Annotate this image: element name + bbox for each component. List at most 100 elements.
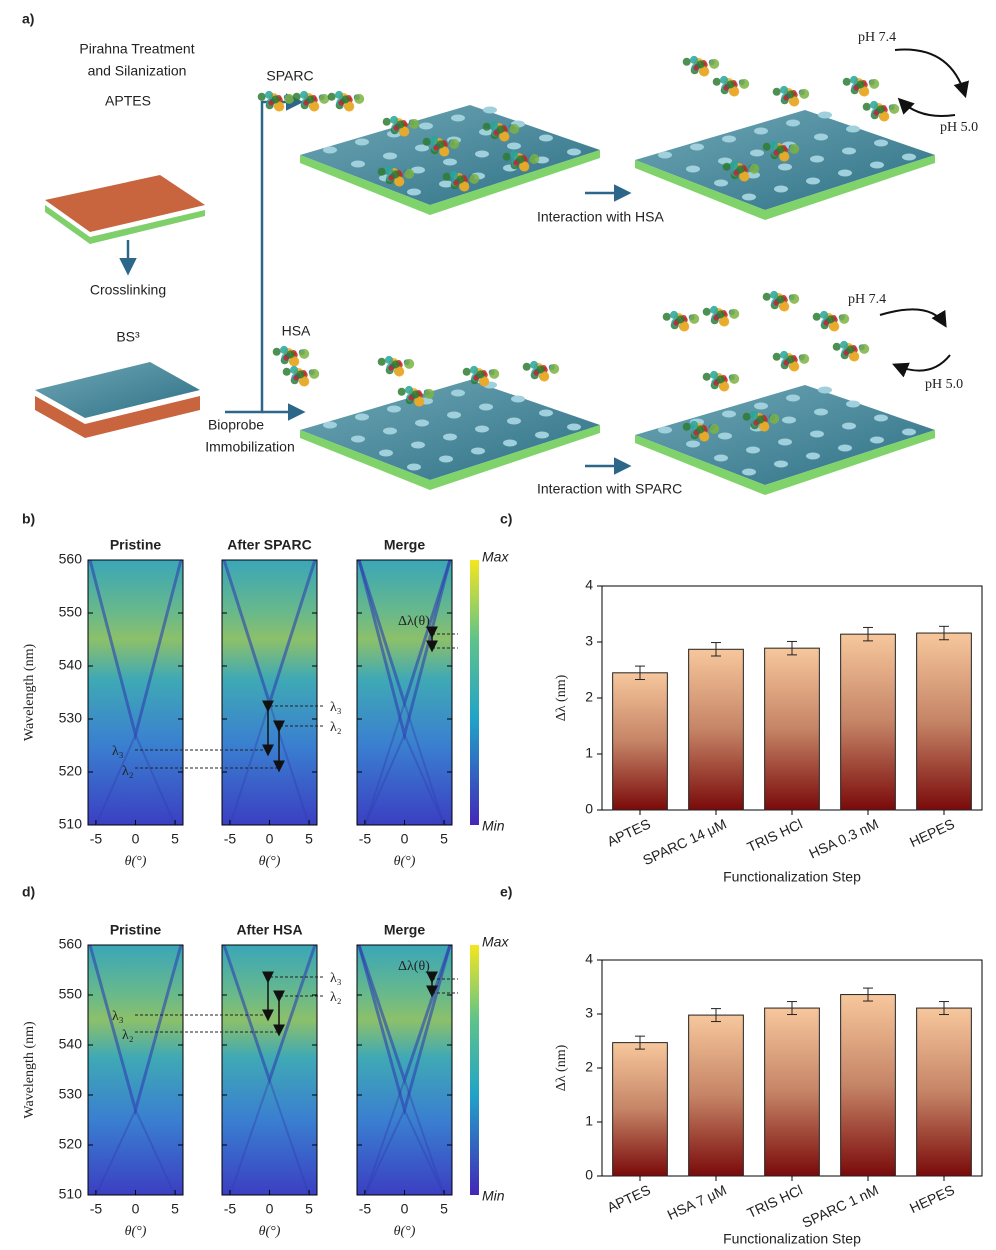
protein xyxy=(799,89,809,99)
protein xyxy=(411,390,419,398)
protein xyxy=(703,308,711,316)
diagram-text: HSA xyxy=(282,323,311,339)
well xyxy=(838,170,852,177)
colorbar-label: Max xyxy=(482,549,509,565)
subplot-title: After SPARC xyxy=(227,537,312,553)
y-tick-label: 540 xyxy=(59,657,83,673)
diagram-text: Interaction with SPARC xyxy=(537,481,682,497)
protein xyxy=(286,350,294,358)
protein xyxy=(306,95,314,103)
protein xyxy=(463,368,471,376)
protein xyxy=(869,79,879,89)
protein xyxy=(799,354,809,364)
annotation: λ₃ xyxy=(112,1009,124,1024)
protein xyxy=(378,168,386,176)
diagram-text: Bioprobe xyxy=(208,417,264,433)
panel-label: e) xyxy=(500,884,512,900)
diagram-text: BS³ xyxy=(116,329,140,345)
protein xyxy=(409,119,419,129)
protein xyxy=(689,314,699,324)
protein xyxy=(404,359,414,369)
well xyxy=(750,150,764,157)
x-tick-label: TRIS HCl xyxy=(744,1182,804,1221)
panel-label: d) xyxy=(22,884,35,900)
plate xyxy=(300,105,600,205)
protein xyxy=(833,343,841,351)
well xyxy=(718,433,732,440)
well xyxy=(471,448,485,455)
protein xyxy=(683,423,691,431)
figure: a)b)c)d)e)Pirahna Treatmentand Silanizat… xyxy=(0,0,996,1250)
bar xyxy=(765,648,820,810)
well xyxy=(814,134,828,141)
protein xyxy=(709,59,719,69)
protein xyxy=(813,313,821,321)
y-tick-label: 550 xyxy=(59,604,83,620)
well xyxy=(778,439,792,446)
protein xyxy=(769,414,779,424)
diagram-text: APTES xyxy=(105,93,151,109)
well xyxy=(419,123,433,130)
protein xyxy=(328,93,336,101)
colorbar-label: Min xyxy=(482,818,505,834)
well xyxy=(754,403,768,410)
protein xyxy=(549,364,559,374)
bar xyxy=(917,633,972,810)
y-tick-label: 2 xyxy=(585,1059,593,1075)
well xyxy=(411,442,425,449)
well xyxy=(686,441,700,448)
heatmap xyxy=(88,560,183,825)
well xyxy=(754,128,768,135)
diagram-text: pH 7.4 xyxy=(858,30,896,45)
well xyxy=(810,156,824,163)
x-tick-label: -5 xyxy=(90,831,103,847)
protein xyxy=(696,425,704,433)
protein xyxy=(436,140,444,148)
protein xyxy=(476,370,484,378)
protein xyxy=(846,345,854,353)
well xyxy=(387,406,401,413)
y-tick-label: 0 xyxy=(585,801,593,817)
protein xyxy=(709,424,719,434)
bar xyxy=(917,1008,972,1176)
annotation: λ₂ xyxy=(122,764,134,779)
x-tick-label: 0 xyxy=(401,831,409,847)
colorbar xyxy=(470,560,479,825)
y-tick-label: 530 xyxy=(59,1086,83,1102)
bar xyxy=(689,649,744,810)
diagram-text: Pirahna Treatment xyxy=(79,41,194,57)
diagram-text: Interaction with HSA xyxy=(537,209,664,225)
x-tick-label: 5 xyxy=(440,1201,448,1217)
well xyxy=(902,429,916,436)
well xyxy=(722,136,736,143)
panel-label: c) xyxy=(500,511,512,527)
well xyxy=(351,161,365,168)
well xyxy=(818,387,832,394)
protein xyxy=(863,103,871,111)
well xyxy=(806,178,820,185)
well xyxy=(842,148,856,155)
y-tick-label: 560 xyxy=(59,551,83,567)
well xyxy=(806,453,820,460)
x-tick-label: -5 xyxy=(90,1201,103,1217)
protein xyxy=(736,165,744,173)
protein xyxy=(423,138,431,146)
protein xyxy=(536,365,544,373)
y-axis-label: Δλ (nm) xyxy=(554,1044,569,1091)
well xyxy=(567,149,581,156)
protein xyxy=(889,104,899,114)
annotation: λ₂ xyxy=(330,720,342,735)
protein xyxy=(723,163,731,171)
well xyxy=(846,401,860,408)
arrow xyxy=(895,50,965,95)
annotation: λ₂ xyxy=(122,1028,134,1043)
y-tick-label: 3 xyxy=(585,633,593,649)
y-tick-label: 510 xyxy=(59,816,83,832)
diagram-text: pH 5.0 xyxy=(940,120,978,135)
well xyxy=(443,159,457,166)
annotation: Δλ(θ) xyxy=(398,614,430,629)
protein xyxy=(258,93,266,101)
diagram-text: SPARC xyxy=(266,68,313,84)
protein xyxy=(789,144,799,154)
x-tick-label: 0 xyxy=(401,1201,409,1217)
